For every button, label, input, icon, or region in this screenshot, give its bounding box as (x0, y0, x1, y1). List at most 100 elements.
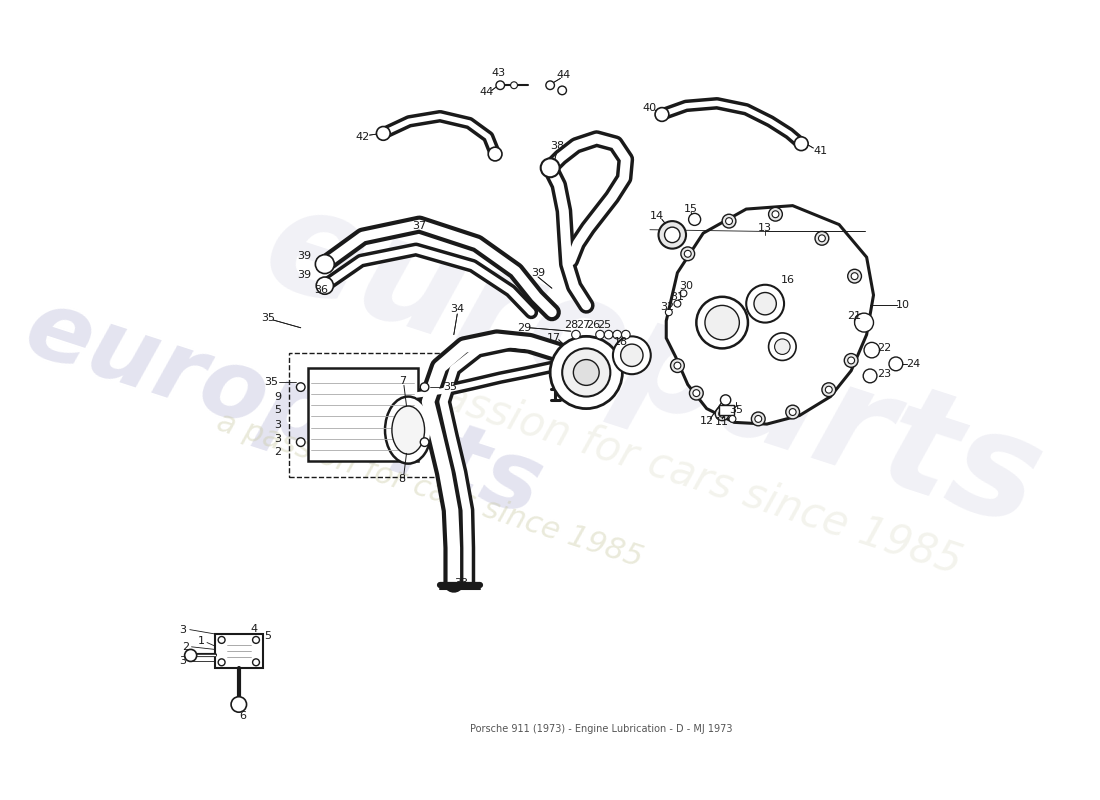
Text: 3: 3 (179, 625, 186, 634)
Text: europarts: europarts (13, 282, 553, 536)
Circle shape (855, 314, 868, 328)
Text: 35: 35 (264, 377, 278, 387)
Circle shape (420, 382, 429, 391)
Circle shape (858, 318, 865, 324)
Circle shape (693, 390, 700, 397)
Circle shape (848, 357, 855, 364)
Text: a passion for cars since 1985: a passion for cars since 1985 (213, 407, 647, 573)
Circle shape (794, 137, 808, 150)
Circle shape (845, 354, 858, 367)
Circle shape (420, 438, 429, 446)
Circle shape (562, 348, 611, 397)
Text: 4: 4 (251, 624, 257, 634)
Text: 34: 34 (450, 304, 464, 314)
Text: 6: 6 (240, 711, 246, 722)
Bar (288, 353, 442, 477)
Circle shape (751, 412, 766, 426)
Circle shape (722, 214, 736, 228)
Text: 22: 22 (877, 343, 891, 354)
Circle shape (253, 637, 260, 643)
Text: Porsche 911 (1973) - Engine Lubrication - D - MJ 1973: Porsche 911 (1973) - Engine Lubrication … (471, 724, 733, 734)
Circle shape (680, 290, 686, 297)
Circle shape (789, 409, 796, 415)
Text: 5: 5 (274, 406, 280, 415)
Circle shape (613, 336, 651, 374)
Circle shape (316, 254, 334, 274)
Circle shape (769, 207, 782, 221)
Circle shape (550, 336, 623, 409)
Circle shape (671, 358, 684, 373)
Circle shape (604, 330, 613, 339)
Text: 27: 27 (575, 320, 590, 330)
Circle shape (296, 438, 305, 446)
Circle shape (855, 313, 873, 332)
Text: 14: 14 (650, 211, 663, 221)
Circle shape (720, 395, 730, 405)
Text: 39: 39 (297, 270, 311, 280)
Text: 36: 36 (315, 285, 329, 295)
Circle shape (681, 247, 694, 261)
Text: 38: 38 (550, 142, 564, 151)
Circle shape (769, 333, 796, 361)
Text: 2: 2 (274, 447, 282, 458)
Text: 35: 35 (261, 314, 275, 323)
Circle shape (573, 359, 600, 386)
Circle shape (664, 227, 680, 242)
Text: 21: 21 (847, 310, 861, 321)
Text: 23: 23 (877, 369, 891, 379)
Circle shape (316, 277, 333, 294)
Circle shape (376, 126, 390, 140)
Circle shape (659, 221, 686, 249)
Text: 12: 12 (700, 416, 714, 426)
Circle shape (218, 637, 226, 643)
Text: 33: 33 (453, 578, 468, 588)
Circle shape (541, 158, 560, 178)
Text: 30: 30 (679, 282, 693, 291)
Circle shape (822, 382, 836, 397)
Text: 24: 24 (906, 359, 921, 369)
Text: 8: 8 (398, 474, 406, 484)
Text: 10: 10 (895, 300, 910, 310)
Text: 31: 31 (670, 292, 684, 302)
Text: 42: 42 (355, 132, 370, 142)
Text: 2: 2 (182, 642, 189, 652)
Ellipse shape (392, 406, 425, 454)
Circle shape (755, 415, 761, 422)
Circle shape (825, 386, 833, 393)
Text: europarts: europarts (248, 174, 1058, 558)
Text: 5: 5 (265, 630, 272, 641)
Circle shape (296, 382, 305, 391)
Circle shape (218, 659, 226, 666)
Text: 13: 13 (758, 223, 772, 233)
Text: 43: 43 (492, 68, 506, 78)
Text: 9: 9 (274, 393, 282, 402)
Circle shape (772, 210, 779, 218)
Circle shape (613, 330, 621, 339)
Text: 15: 15 (684, 204, 699, 214)
Text: 11: 11 (715, 418, 729, 427)
Text: 18: 18 (614, 337, 628, 346)
Text: 35: 35 (729, 406, 743, 415)
Text: 25: 25 (597, 320, 612, 330)
Circle shape (253, 659, 260, 666)
Circle shape (684, 250, 691, 258)
Text: 40: 40 (642, 102, 657, 113)
Circle shape (185, 650, 197, 662)
Circle shape (558, 86, 566, 94)
Text: 32: 32 (660, 302, 674, 312)
Circle shape (656, 107, 669, 122)
Text: 17: 17 (547, 333, 561, 343)
Text: 39: 39 (297, 250, 311, 261)
Circle shape (666, 309, 672, 316)
Circle shape (572, 330, 580, 339)
Circle shape (674, 300, 681, 307)
Circle shape (729, 415, 736, 422)
Circle shape (715, 407, 729, 421)
Circle shape (496, 81, 505, 90)
Circle shape (689, 214, 701, 226)
Text: 39: 39 (531, 268, 546, 278)
Circle shape (488, 147, 502, 161)
Text: 7: 7 (398, 376, 406, 386)
Text: 35: 35 (443, 382, 458, 392)
Text: 1: 1 (198, 636, 205, 646)
